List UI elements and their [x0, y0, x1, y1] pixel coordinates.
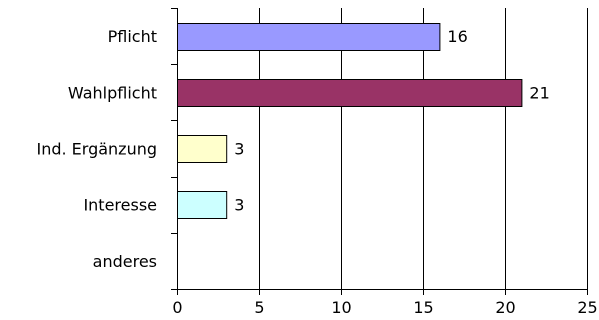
x-tick-label-20: 20	[495, 298, 515, 317]
data-label-1: 21	[529, 83, 549, 102]
bar-0	[177, 23, 441, 51]
x-tick-label-0: 0	[172, 298, 182, 317]
axes	[171, 8, 588, 295]
category-label-1: Wahlpflicht	[68, 83, 157, 102]
x-tick-label-10: 10	[331, 298, 351, 317]
x-tick-label-5: 5	[254, 298, 264, 317]
data-label-2: 3	[234, 140, 244, 159]
bar-2	[177, 135, 228, 163]
labels: Pflicht 16 Wahlpflicht 21 Ind. Ergänzung 3 Int…	[36, 27, 597, 317]
category-label-0: Pflicht	[108, 27, 157, 46]
category-label-4: anderes	[93, 252, 157, 271]
category-label-2: Ind. Ergänzung	[36, 140, 157, 159]
data-label-0: 16	[447, 27, 467, 46]
data-label-3: 3	[234, 196, 244, 215]
x-tick-label-15: 15	[413, 298, 433, 317]
bars	[177, 23, 523, 219]
grid-lines	[259, 8, 588, 289]
category-label-3: Interesse	[83, 196, 157, 215]
x-tick-label-25: 25	[577, 298, 597, 317]
bar-1	[177, 79, 523, 107]
bar-3	[177, 191, 228, 219]
